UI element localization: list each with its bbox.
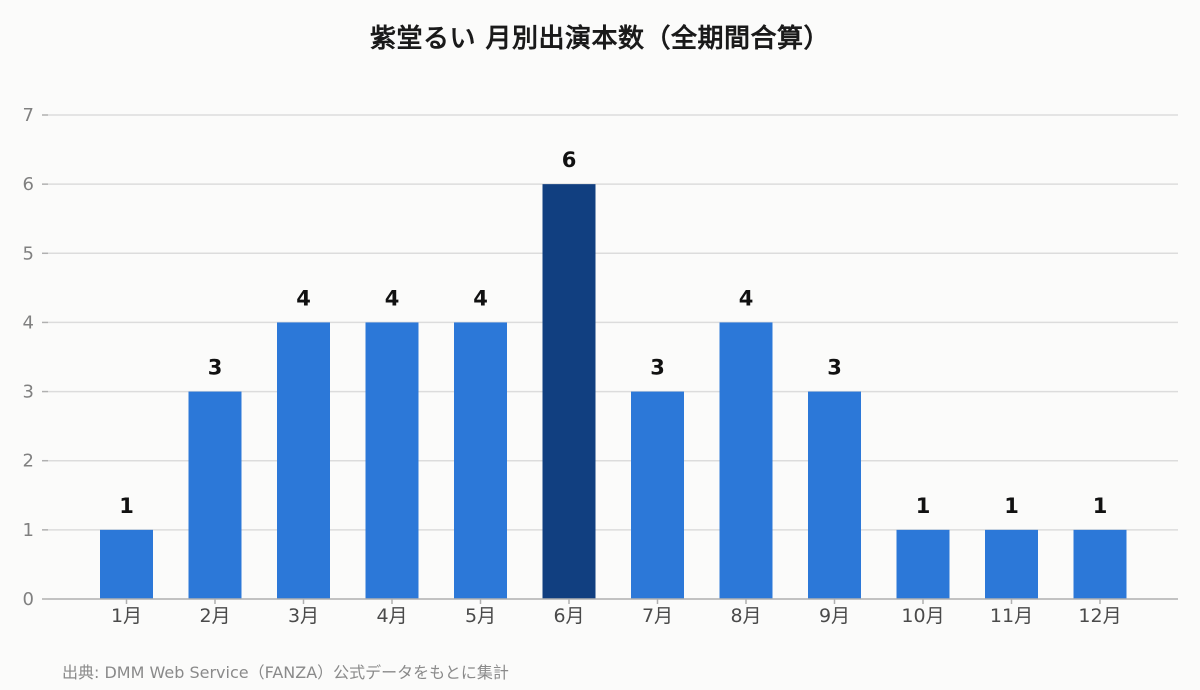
data-label: 4 — [385, 286, 400, 310]
data-labels: 1 3 4 4 4 6 3 4 3 1 1 1 — [119, 148, 1107, 518]
data-label: 1 — [1004, 494, 1019, 518]
x-tick-label: 12月 — [1078, 605, 1121, 627]
x-tick-label: 4月 — [376, 605, 407, 627]
bar — [1073, 529, 1127, 599]
y-tick-label: 1 — [23, 520, 34, 541]
bars — [100, 184, 1127, 599]
x-tick-label: 8月 — [730, 605, 761, 627]
chart-title: 紫堂るい 月別出演本数（全期間合算） — [369, 24, 831, 54]
x-tick-label: 2月 — [199, 605, 230, 627]
data-label: 6 — [562, 148, 577, 172]
x-tick-label: 1月 — [111, 605, 142, 627]
data-label: 4 — [739, 286, 754, 310]
x-tick-label: 11月 — [990, 605, 1033, 627]
data-label: 3 — [650, 356, 665, 380]
x-tick-label: 3月 — [288, 605, 319, 627]
bar — [100, 529, 153, 599]
data-label: 4 — [296, 286, 311, 310]
bar — [808, 391, 861, 599]
x-tick-label: 9月 — [819, 605, 850, 627]
y-tick-label: 3 — [23, 382, 34, 403]
y-tick-label: 7 — [23, 105, 34, 126]
data-label: 1 — [916, 494, 931, 518]
y-axis: 0 1 2 3 4 5 6 7 — [23, 105, 48, 610]
data-label: 1 — [1093, 494, 1108, 518]
y-tick-label: 5 — [23, 243, 34, 264]
x-tick-label: 5月 — [465, 605, 496, 627]
y-tick-label: 2 — [23, 451, 34, 472]
bar — [896, 529, 950, 599]
bar — [985, 529, 1038, 599]
bar — [365, 322, 419, 599]
data-label: 3 — [827, 356, 842, 380]
data-label: 1 — [119, 494, 134, 518]
y-tick-label: 4 — [23, 312, 34, 333]
data-label: 3 — [208, 356, 223, 380]
source-note: 出典: DMM Web Service（FANZA）公式データをもとに集計 — [62, 663, 509, 682]
bar — [188, 391, 242, 599]
bar — [454, 322, 507, 599]
y-tick-label: 6 — [23, 174, 34, 195]
bar — [719, 322, 773, 599]
bar — [631, 391, 684, 599]
data-label: 4 — [473, 286, 488, 310]
bar — [542, 184, 596, 599]
x-tick-label: 10月 — [901, 605, 944, 627]
y-tick-label: 0 — [23, 589, 34, 610]
bar — [277, 322, 330, 599]
x-axis: 1月 2月 3月 4月 5月 6月 7月 8月 9月 10月 11月 12月 — [48, 598, 1178, 627]
x-tick-label: 6月 — [553, 605, 584, 627]
x-tick-label: 7月 — [642, 605, 673, 627]
